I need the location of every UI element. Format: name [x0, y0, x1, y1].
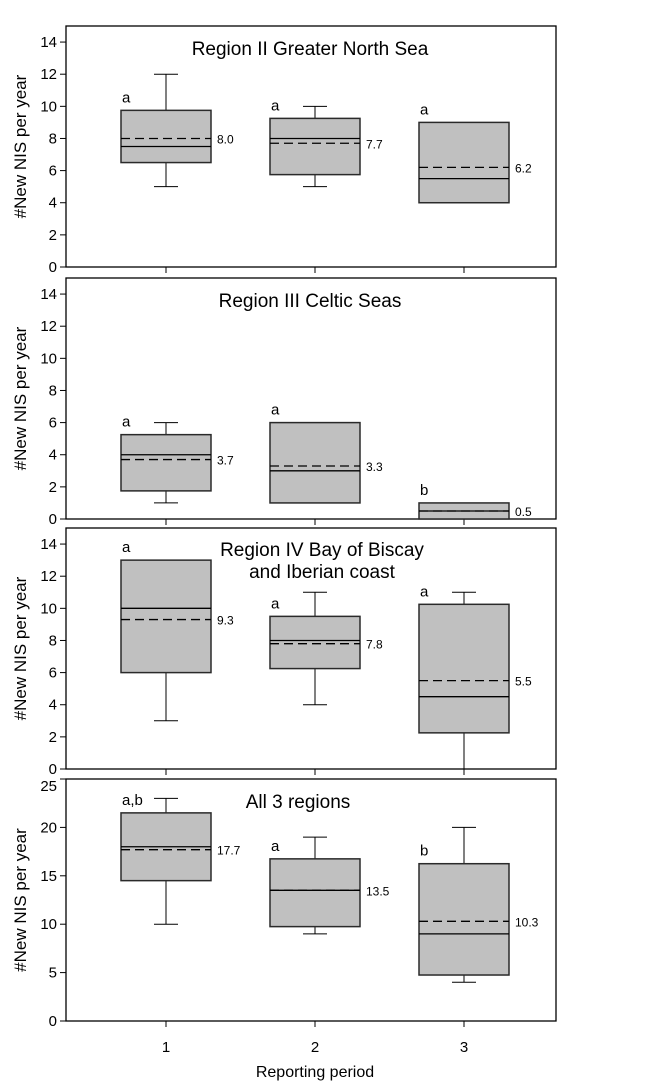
iqr-box [120, 433, 212, 492]
plot-frame [65, 778, 557, 1022]
y-tick-label: 8 [49, 382, 57, 399]
mean-label: 10.3 [515, 915, 539, 929]
panel-title: Region III Celtic Seas [219, 291, 402, 312]
y-tick-label: 12 [40, 318, 57, 335]
y-tick-label: 10 [40, 98, 57, 115]
y-tick-label: 10 [40, 350, 57, 367]
y-tick-label: 12 [40, 568, 57, 585]
y-tick-label: 6 [49, 665, 57, 682]
iqr-box [418, 603, 510, 734]
box-period-2: 13.5 a [269, 836, 390, 935]
panel-3: 0 2 4 6 8 10 12 14 #New NIS per year Region IV Ba… [11, 527, 557, 778]
box-period-2: 7.8 a [269, 591, 383, 706]
iqr-box [120, 559, 212, 674]
significance-letter: a [420, 583, 429, 600]
significance-letter: a [420, 101, 429, 118]
mean-label: 7.7 [366, 137, 383, 151]
y-tick-label: 14 [40, 536, 57, 553]
iqr-box [418, 121, 510, 204]
significance-letter: a [271, 595, 280, 612]
box-period-2: 7.7 a [269, 97, 383, 188]
mean-label: 7.8 [366, 638, 383, 652]
y-tick-label: 4 [49, 195, 57, 212]
mean-label: 13.5 [366, 884, 390, 898]
box-period-2: 3.3 a [269, 402, 383, 504]
y-axis-label: #New NIS per year [11, 828, 30, 972]
mean-label: 6.2 [515, 161, 532, 175]
y-tick-label: 6 [49, 415, 57, 432]
y-axis-label: #New NIS per year [11, 326, 30, 470]
box-period-1: 8.0 a [120, 73, 234, 188]
mean-label: 3.3 [366, 460, 383, 474]
y-tick-label: 14 [40, 286, 57, 303]
iqr-box [418, 862, 510, 976]
iqr-box [269, 421, 361, 504]
y-tick-label: 10 [40, 600, 57, 617]
box-period-1: 17.7 a,b [120, 792, 241, 925]
box-period-3: 0.5 b [418, 482, 532, 520]
box-period-1: 3.7 a [120, 414, 234, 504]
x-tick-label: 2 [311, 1039, 319, 1056]
box-period-1: 9.3 a [120, 539, 234, 722]
y-tick-label: 4 [49, 447, 57, 464]
panel-title: Region II Greater North Sea [192, 39, 429, 60]
mean-label: 17.7 [217, 844, 241, 858]
y-tick-label: 25 [40, 778, 57, 795]
plot-frame [65, 527, 557, 770]
box-period-3: 10.3 b [418, 826, 539, 983]
significance-letter: a [122, 414, 131, 431]
y-tick-label: 0 [49, 259, 57, 276]
significance-letter: a [122, 539, 131, 556]
iqr-box [120, 109, 212, 164]
iqr-box [269, 858, 361, 928]
mean-label: 3.7 [217, 454, 234, 468]
y-tick-label: 0 [49, 511, 57, 528]
significance-letter: b [420, 482, 428, 499]
iqr-box [269, 117, 361, 176]
y-axis-label: #New NIS per year [11, 576, 30, 720]
y-tick-label: 10 [40, 916, 57, 933]
significance-letter: a [271, 838, 280, 855]
panel-2: 0 2 4 6 8 10 12 14 #New NIS per year Region III C… [11, 277, 557, 528]
y-tick-label: 0 [49, 761, 57, 778]
y-tick-label: 15 [40, 868, 57, 885]
panel-title: and Iberian coast [249, 562, 395, 583]
y-tick-label: 2 [49, 479, 57, 496]
y-tick-label: 6 [49, 163, 57, 180]
panel-4: 0 5 10 15 20 25 #New NIS per year All 3 regions… [11, 778, 557, 1081]
x-tick-label: 3 [460, 1039, 468, 1056]
y-tick-label: 2 [49, 729, 57, 746]
box-period-3: 5.5 a [418, 583, 532, 770]
panel-1: 0 2 4 6 8 10 12 14 #New NIS per year Region II Gr… [11, 25, 557, 276]
plot-frame [65, 25, 557, 268]
significance-letter: a [271, 402, 280, 419]
mean-label: 5.5 [515, 675, 532, 689]
x-axis-label: Reporting period [256, 1064, 374, 1081]
y-tick-label: 14 [40, 34, 57, 51]
x-tick-label: 1 [162, 1039, 170, 1056]
box-period-3: 6.2 a [418, 101, 532, 204]
panel-title: All 3 regions [246, 792, 351, 813]
plot-frame [65, 277, 557, 520]
y-tick-label: 8 [49, 130, 57, 147]
significance-letter: a [122, 89, 131, 106]
mean-label: 0.5 [515, 505, 532, 519]
y-tick-label: 0 [49, 1013, 57, 1030]
significance-letter: a [271, 97, 280, 114]
y-axis-label: #New NIS per year [11, 74, 30, 218]
y-tick-label: 4 [49, 697, 57, 714]
mean-label: 8.0 [217, 132, 234, 146]
y-tick-label: 2 [49, 227, 57, 244]
iqr-box [269, 615, 361, 670]
y-tick-label: 8 [49, 632, 57, 649]
panel-title: Region IV Bay of Biscay [220, 540, 424, 561]
y-tick-label: 12 [40, 66, 57, 83]
significance-letter: b [420, 843, 428, 860]
significance-letter: a,b [122, 792, 143, 809]
y-tick-label: 5 [49, 965, 57, 982]
y-tick-label: 20 [40, 819, 57, 836]
mean-label: 9.3 [217, 614, 234, 628]
